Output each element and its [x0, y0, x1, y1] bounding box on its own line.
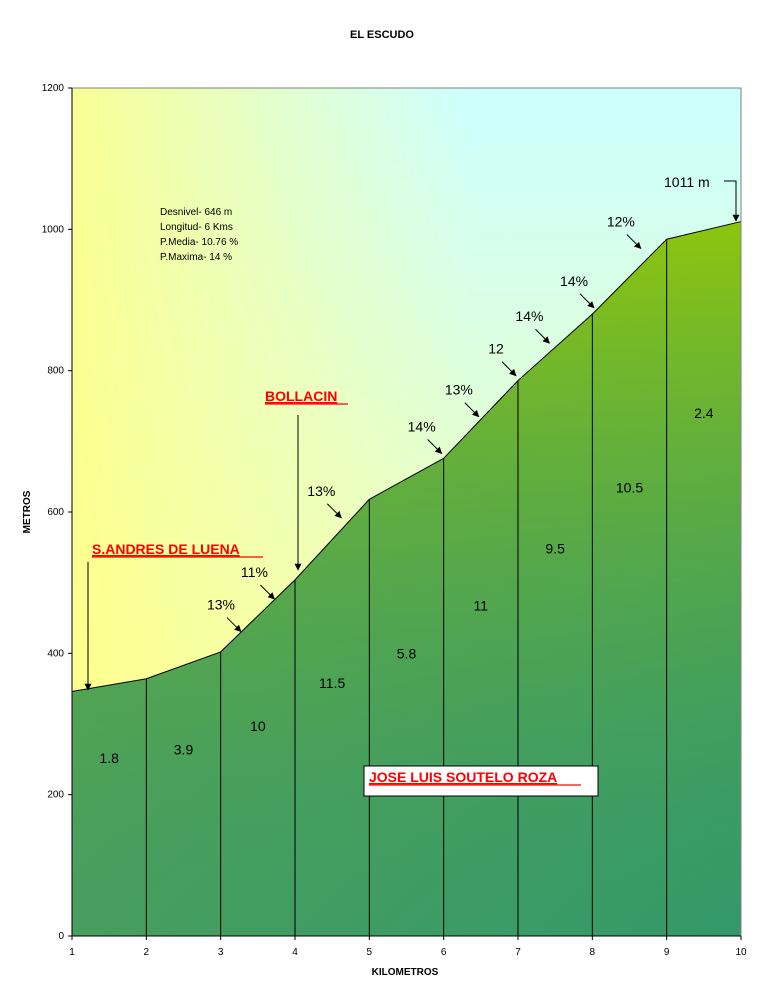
km-dividers: [145, 239, 668, 936]
segment-gradient-label: 3.9: [174, 741, 194, 757]
summit-marker: 1011 m: [664, 174, 740, 222]
grade-arrow: [464, 402, 480, 418]
grade-arrow: [579, 293, 595, 309]
grade-arrow: [626, 234, 642, 250]
stat-desnivel: Desnivel- 646 m: [160, 207, 232, 218]
grade-label: 12%: [607, 214, 635, 230]
x-tick-label: 1: [69, 947, 75, 958]
grade-arrow: [226, 617, 242, 633]
x-tick-label: 7: [515, 947, 521, 958]
chart-title: EL ESCUDO: [350, 29, 414, 41]
y-tick-label: 1200: [42, 83, 65, 94]
y-tick-label: 1000: [42, 224, 65, 235]
author-name: JOSE LUIS SOUTELO ROZA: [369, 769, 557, 785]
x-tick-label: 10: [735, 947, 747, 958]
summit-arrow: [724, 180, 740, 222]
x-tick-label: 3: [218, 947, 224, 958]
segment-gradient-label: 10: [250, 718, 266, 734]
grade-label: 14%: [408, 418, 436, 434]
grade-arrow: [501, 361, 517, 377]
grade-label: 14%: [515, 308, 543, 324]
place-start: S.ANDRES DE LUENA: [84, 541, 263, 691]
x-tick-label: 9: [664, 947, 670, 958]
grade-label: 13%: [207, 597, 235, 613]
summit-label: 1011 m: [664, 174, 710, 190]
y-tick-label: 600: [47, 507, 64, 518]
x-tick-label: 2: [144, 947, 150, 958]
y-tick-label: 0: [58, 931, 64, 942]
elevation-area-shade: [72, 221, 741, 936]
grade-annotations: 13% 11% 13% 14% 13% 12 14% 14% 12%: [207, 214, 642, 633]
grade-label: 11%: [241, 564, 268, 580]
stat-pendiente-media: P.Media- 10.76 %: [160, 237, 238, 248]
elevation-line: [71, 221, 742, 692]
grade-arrow: [535, 328, 550, 344]
place-bollacin-label: BOLLACIN: [265, 388, 337, 404]
elevation-area: [71, 221, 742, 936]
y-tick-label: 200: [47, 790, 64, 801]
segment-gradient-labels: 1.8 3.9 10 11.5 5.8 11 9.5 10.5 2.4: [99, 405, 713, 766]
segment-gradient-label: 2.4: [694, 405, 714, 421]
grade-label: 14%: [560, 273, 588, 289]
segment-gradient-label: 11.5: [319, 675, 345, 691]
grade-arrow: [326, 503, 342, 519]
grade-arrow: [260, 584, 275, 600]
author-box-bg: [363, 765, 599, 797]
grade-label: 13%: [445, 382, 473, 398]
y-tick-label: 400: [47, 648, 64, 659]
stats-box: Desnivel- 646 m Longitud- 6 Kms P.Media-…: [160, 207, 238, 263]
x-axis-label: KILOMETROS: [372, 967, 439, 978]
x-tick-label: 8: [590, 947, 596, 958]
x-tick-label: 6: [441, 947, 447, 958]
grade-arrow: [427, 439, 443, 454]
grade-label: 13%: [307, 483, 335, 499]
grade-label: 12: [488, 341, 504, 357]
place-start-label: S.ANDRES DE LUENA: [92, 541, 240, 557]
author-box: JOSE LUIS SOUTELO ROZA: [363, 765, 599, 797]
segment-gradient-label: 5.8: [397, 645, 417, 661]
segment-gradient-label: 10.5: [616, 479, 643, 495]
segment-gradient-label: 11: [474, 597, 489, 613]
x-tick-label: 4: [292, 947, 298, 958]
x-tick-label: 5: [367, 947, 373, 958]
y-axis-label: METROS: [22, 490, 33, 533]
place-bollacin: BOLLACIN: [265, 388, 348, 571]
segment-gradient-label: 1.8: [99, 750, 119, 766]
y-tick-label: 800: [47, 366, 64, 377]
stat-pendiente-maxima: P.Maxima- 14 %: [160, 252, 232, 263]
stat-longitud: Longitud- 6 Kms: [160, 222, 233, 233]
segment-gradient-label: 9.5: [545, 541, 565, 557]
